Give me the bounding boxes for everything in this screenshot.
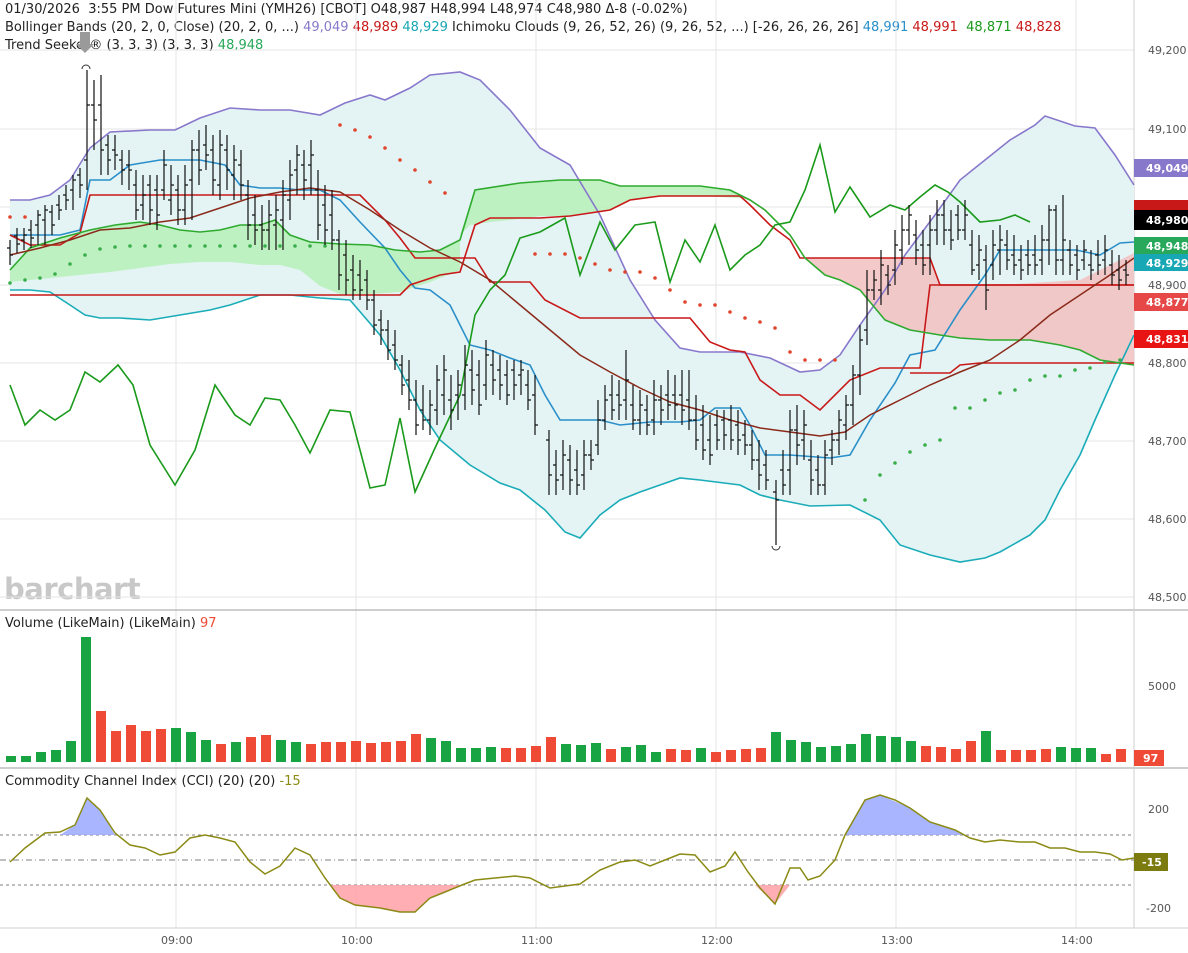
ichimoku-span-b-lower — [910, 362, 1134, 374]
price-tag-ichimoku-1: 48,877 — [1134, 293, 1188, 311]
barchart-watermark: barchart — [4, 572, 141, 606]
price-tag-trend-seeker: 48,948 — [1134, 237, 1188, 254]
volume-params: (LikeMain) — [128, 616, 196, 631]
high-marker-arrow — [76, 32, 94, 53]
header-low: L48,974 — [489, 2, 543, 17]
svg-text:48,800: 48,800 — [1148, 357, 1187, 370]
cci-overbought-fill — [60, 798, 115, 835]
volume-axis-label: 5000 — [1148, 680, 1176, 693]
trend-seeker-params-2: (3, 3, 3) — [162, 38, 214, 53]
svg-text:11:00: 11:00 — [521, 934, 553, 947]
header-date: 01/30/2026 — [5, 2, 80, 17]
svg-text:12:00: 12:00 — [701, 934, 733, 947]
price-tag-bb-upper: 49,049 — [1134, 159, 1188, 177]
volume-value: 97 — [199, 616, 217, 631]
ichimoku-base-line — [9, 194, 1134, 412]
ichimoku-span-a-line — [9, 179, 1135, 366]
trend-seeker-dots-green — [8, 244, 1122, 502]
volume-tag: 97 — [1134, 750, 1164, 766]
cci-axis-neg200: -200 — [1146, 902, 1171, 915]
header-line-2: Bollinger Bands (20, 2, 0, Close) (20, 2… — [5, 20, 1061, 36]
cci-line — [9, 794, 1135, 913]
ichimoku-value-2: 48,991 — [912, 20, 958, 35]
svg-text:14:00: 14:00 — [1061, 934, 1093, 947]
header-open: O48,987 — [370, 2, 427, 17]
price-tag-ichimoku-2: 48,831 — [1134, 330, 1188, 348]
bb-lower-value: 48,989 — [352, 20, 399, 35]
header-change: Δ-8 (-0.02%) — [605, 2, 688, 17]
svg-text:10:00: 10:00 — [341, 934, 373, 947]
header-time: 3:55 PM — [88, 2, 141, 17]
svg-text:48,900: 48,900 — [1148, 279, 1187, 292]
svg-text:48,700: 48,700 — [1148, 435, 1187, 448]
trend-seeker-params: (3, 3, 3) — [106, 38, 159, 53]
cci-label[interactable]: Commodity Channel Index (CCI) (20) — [5, 774, 245, 789]
ichimoku-lagging-line — [9, 142, 1031, 495]
svg-text:48,929: 48,929 — [1146, 257, 1188, 270]
volume-label[interactable]: Volume (LikeMain) — [5, 616, 125, 631]
price-tag-bb-mid: 48,929 — [1134, 254, 1188, 271]
svg-text:48,600: 48,600 — [1148, 513, 1187, 526]
svg-text:49,100: 49,100 — [1148, 123, 1187, 136]
low-marker — [771, 545, 781, 551]
header-close: C48,980 — [546, 2, 602, 17]
ohlc-bars — [7, 70, 1129, 545]
cci-tag: -15 — [1134, 853, 1168, 871]
cci-axis-200: 200 — [1148, 803, 1169, 816]
bb-upper-value: 49,049 — [303, 20, 349, 35]
header-high: H48,994 — [430, 2, 486, 17]
ichimoku-label[interactable]: Ichimoku Clouds (9, 26, 52, 26) — [452, 20, 656, 35]
svg-text:49,200: 49,200 — [1148, 44, 1187, 57]
svg-text:48,500: 48,500 — [1148, 591, 1187, 604]
bb-params: (20, 2, 0, ...) — [218, 20, 299, 35]
ichimoku-cloud-red — [745, 198, 1134, 365]
ichimoku-value-3: 48,871 — [966, 20, 1012, 35]
svg-text:97: 97 — [1143, 752, 1158, 765]
header-instrument[interactable]: Dow Futures Mini (YMH26) [CBOT] — [144, 2, 367, 17]
price-tag-last-price: 48,980 — [1134, 210, 1188, 230]
header-line-1: 01/30/2026 3:55 PM Dow Futures Mini (YMH… — [5, 2, 688, 18]
price-tag-red-hidden — [1134, 200, 1188, 210]
svg-text:49,049: 49,049 — [1146, 162, 1188, 175]
cci-overbought-fill-2 — [845, 795, 965, 835]
ichimoku-span-b-line — [10, 195, 1134, 296]
moving-average-line — [9, 187, 1135, 437]
svg-text:48,831: 48,831 — [1146, 333, 1188, 346]
volume-pane-title: Volume (LikeMain) (LikeMain) 97 — [5, 616, 217, 631]
svg-text:48,980: 48,980 — [1146, 214, 1188, 227]
cci-params: (20) — [248, 774, 276, 789]
high-marker — [81, 64, 91, 70]
ichimoku-params: (9, 26, 52, ...) [-26, 26, 26, 26] — [659, 20, 859, 35]
ichimoku-value-1: 48,991 — [862, 20, 909, 35]
svg-text:09:00: 09:00 — [161, 934, 193, 947]
cci-oversold-fill — [330, 885, 462, 912]
bollinger-lower-line — [10, 289, 1135, 563]
time-axis-labels: 09:00 10:00 11:00 12:00 13:00 14:00 — [161, 934, 1093, 947]
svg-text:48,948: 48,948 — [1146, 240, 1188, 253]
svg-text:48,877: 48,877 — [1146, 296, 1188, 309]
price-axis-labels: 49,200 49,100 49,000 48,900 48,800 48,70… — [1148, 44, 1187, 604]
header-line-3: Trend Seeker® (3, 3, 3) (3, 3, 3) 48,948 — [5, 38, 263, 54]
volume-bars — [6, 637, 1126, 762]
bollinger-upper-line — [10, 71, 1135, 373]
ichimoku-value-4: 48,828 — [1015, 20, 1062, 35]
cci-value: -15 — [279, 774, 301, 789]
svg-text:-15: -15 — [1142, 856, 1162, 869]
trend-seeker-label[interactable]: Trend Seeker® — [5, 38, 103, 53]
bb-mid-value: 48,929 — [402, 20, 448, 35]
trend-seeker-dots-red — [8, 123, 837, 362]
bb-label[interactable]: Bollinger Bands (20, 2, 0, Close) — [5, 20, 215, 35]
ichimoku-cloud-green-2 — [460, 180, 750, 235]
cci-pane-title: Commodity Channel Index (CCI) (20) (20) … — [5, 774, 301, 789]
svg-text:13:00: 13:00 — [881, 934, 913, 947]
trend-seeker-value: 48,948 — [217, 38, 264, 53]
ichimoku-cloud-green-1 — [10, 220, 460, 294]
